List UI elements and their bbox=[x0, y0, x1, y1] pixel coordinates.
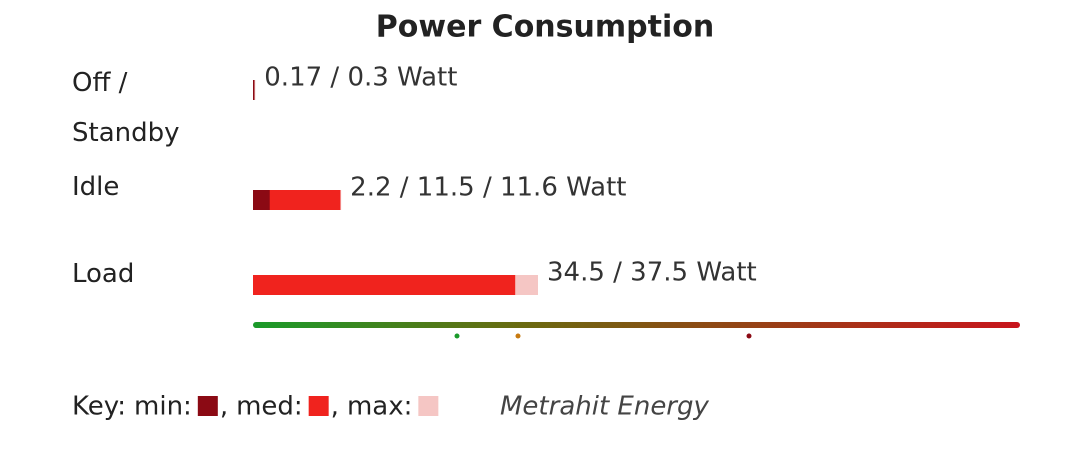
source: Metrahit Energy bbox=[500, 392, 710, 422]
value-label: 2.2 / 11.5 / 11.6 Watt bbox=[350, 173, 626, 203]
key-separator: , bbox=[331, 392, 339, 422]
bar bbox=[253, 190, 341, 210]
bar bbox=[253, 80, 255, 100]
value-label: 34.5 / 37.5 Watt bbox=[547, 258, 757, 288]
category-label: Load bbox=[72, 259, 135, 289]
scale-line bbox=[253, 322, 1020, 328]
scale-dot bbox=[746, 333, 752, 339]
bar bbox=[253, 275, 516, 295]
category-label: Off / Standby bbox=[72, 68, 180, 148]
scale-dot bbox=[454, 333, 460, 339]
key-separator: , bbox=[220, 392, 228, 422]
chart-title: Power Consumption bbox=[376, 10, 714, 45]
legend-swatch bbox=[197, 396, 218, 416]
category-label: Idle bbox=[72, 172, 120, 202]
scale-dot bbox=[515, 333, 521, 339]
value-label: 0.17 / 0.3 Watt bbox=[264, 63, 457, 93]
legend-label: max: bbox=[347, 392, 412, 422]
bar bbox=[253, 190, 270, 210]
legend-label: min: bbox=[134, 392, 192, 422]
legend-swatch bbox=[418, 396, 439, 416]
legend-swatch bbox=[308, 396, 329, 416]
key-label: Key: bbox=[72, 392, 126, 422]
legend-label: med: bbox=[236, 392, 303, 422]
